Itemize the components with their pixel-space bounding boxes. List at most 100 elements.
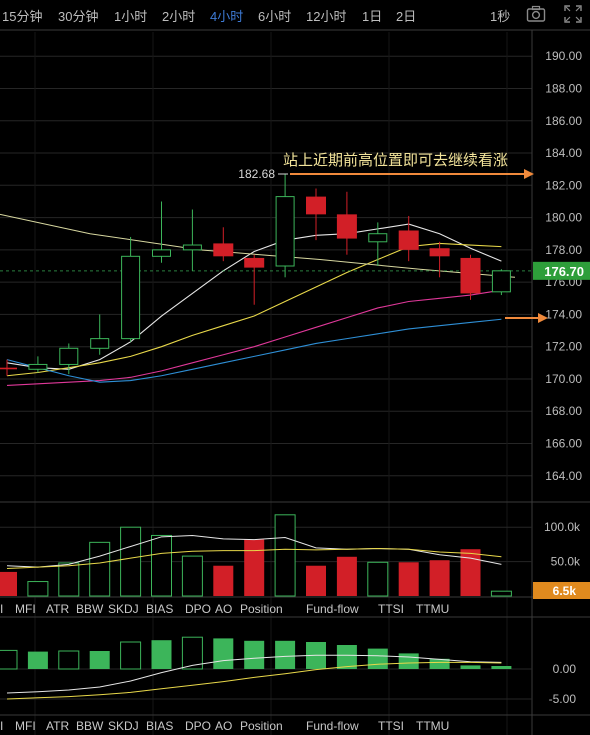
indicator-tab-ao[interactable]: AO [215, 719, 232, 733]
volume-tag [533, 582, 590, 599]
indicator-tab-ttsi[interactable]: TTSI [378, 719, 404, 733]
indicator-tab-i[interactable]: I [0, 602, 3, 616]
volume-bar-up [89, 541, 111, 597]
candle-body-down [460, 257, 481, 294]
candle-body-up [275, 196, 295, 267]
tab-4h[interactable]: 4小时 [210, 9, 244, 24]
annotation-arrowhead-upper [524, 169, 534, 179]
volume-bar-up [27, 581, 49, 597]
osc-bar [151, 640, 172, 669]
tab-15min[interactable]: 15分钟 [2, 9, 43, 24]
volume-bar-up [58, 562, 80, 597]
candle-body-down [336, 214, 357, 239]
candle-body-up [59, 347, 79, 365]
indicator-tab-ttmu[interactable]: TTMU [416, 719, 449, 733]
candle-body-down [0, 367, 17, 370]
candle-body-down [244, 257, 265, 268]
volume-bar-down [398, 562, 419, 596]
osc-bar [244, 640, 265, 669]
indicator-tab-ttsi[interactable]: TTSI [378, 602, 404, 616]
current-price-tag [533, 261, 590, 280]
candle-body-up [121, 255, 141, 340]
tab-12h[interactable]: 12小时 [306, 9, 347, 24]
tab-1d[interactable]: 1日 [362, 9, 383, 24]
osc-bar [275, 640, 296, 669]
candle-body-down [398, 230, 419, 250]
price-tick-label: 174.00 [545, 307, 582, 321]
tab-2d[interactable]: 2日 [396, 9, 417, 24]
indicator-tab-position[interactable]: Position [240, 719, 283, 733]
price-tick-label: 168.00 [545, 404, 582, 418]
indicator-tab-fund-flow[interactable]: Fund-flow [306, 602, 359, 616]
volume-bar-up [367, 561, 389, 597]
volume-bar-down [244, 539, 265, 596]
indicator-tab-mfi[interactable]: MFI [15, 602, 36, 616]
volume-ma-yellow [6, 548, 502, 569]
annotation-arrowhead-lower [538, 313, 548, 323]
annotation-text: 站上近期前高位置即可去继续看涨 [283, 151, 508, 169]
indicator-tab-ttmu[interactable]: TTMU [416, 602, 449, 616]
indicator-tab-bbw[interactable]: BBW [76, 719, 104, 733]
osc-bar [491, 666, 512, 669]
price-tick-label: 164.00 [545, 469, 582, 483]
volume-bar-up [490, 590, 512, 597]
osc-bar [460, 665, 481, 669]
high-price-label: 182.68 [238, 167, 275, 181]
indicator-tab-atr[interactable]: ATR [46, 719, 69, 733]
price-tick-label: 178.00 [545, 243, 582, 257]
indicator-tab-mfi[interactable]: MFI [15, 719, 36, 733]
volume-bar-down [336, 556, 357, 596]
indicator-tab-bias[interactable]: BIAS [146, 719, 173, 733]
indicator-tab-dpo[interactable]: DPO [185, 602, 211, 616]
volume-bar-up [151, 534, 172, 597]
tab-6h[interactable]: 6小时 [258, 9, 292, 24]
candle-body-up [491, 270, 511, 293]
volume-bar-down [460, 549, 481, 596]
interval-label[interactable]: 1秒 [490, 9, 511, 24]
indicator-tab-i[interactable]: I [0, 719, 3, 733]
osc-bar [89, 651, 110, 669]
indicator-tab-position[interactable]: Position [240, 602, 283, 616]
camera-icon[interactable] [526, 5, 546, 28]
indicator-tab-skdj[interactable]: SKDJ [108, 602, 139, 616]
current-price-label: 176.70 [544, 264, 584, 279]
volume-bar-down [0, 571, 17, 596]
tab-2h[interactable]: 2小时 [162, 9, 196, 24]
osc-bar [58, 650, 80, 670]
osc-bar [120, 641, 142, 670]
volume-tick-label: 50.0k [551, 555, 581, 569]
osc-bar [367, 648, 388, 669]
ma-yellow-line [6, 242, 502, 377]
osc-signal-white [6, 654, 502, 694]
indicator-tab-ao[interactable]: AO [215, 602, 232, 616]
tab-1h[interactable]: 1小时 [114, 9, 148, 24]
osc-bar [429, 658, 450, 669]
candle-body-up [90, 338, 110, 349]
volume-current-label: 6.5k [553, 584, 577, 598]
indicator-tab-dpo[interactable]: DPO [185, 719, 211, 733]
osc-tick-label: 0.00 [553, 662, 577, 676]
indicator-tab-bbw[interactable]: BBW [76, 602, 104, 616]
indicator-tab-fund-flow[interactable]: Fund-flow [306, 719, 359, 733]
ma-blue-line [6, 318, 502, 383]
indicator-tab-atr[interactable]: ATR [46, 602, 69, 616]
volume-bar-up [181, 555, 203, 597]
indicator-tab-bias[interactable]: BIAS [146, 602, 173, 616]
volume-bar-down [213, 565, 234, 596]
osc-bar [181, 636, 203, 670]
osc-bar [213, 638, 234, 669]
fullscreen-icon[interactable] [564, 5, 582, 28]
tab-30min[interactable]: 30分钟 [58, 9, 99, 24]
price-tick-label: 184.00 [545, 146, 582, 160]
osc-bar [398, 653, 419, 669]
candle-body-down [429, 248, 450, 257]
volume-bar-down [429, 560, 450, 596]
price-tick-label: 190.00 [545, 49, 582, 63]
price-tick-label: 166.00 [545, 437, 582, 451]
price-tick-label: 182.00 [545, 178, 582, 192]
volume-bar-up [274, 514, 296, 597]
price-tick-label: 170.00 [545, 372, 582, 386]
indicator-tab-skdj[interactable]: SKDJ [108, 719, 139, 733]
candle-body-up [28, 363, 48, 370]
